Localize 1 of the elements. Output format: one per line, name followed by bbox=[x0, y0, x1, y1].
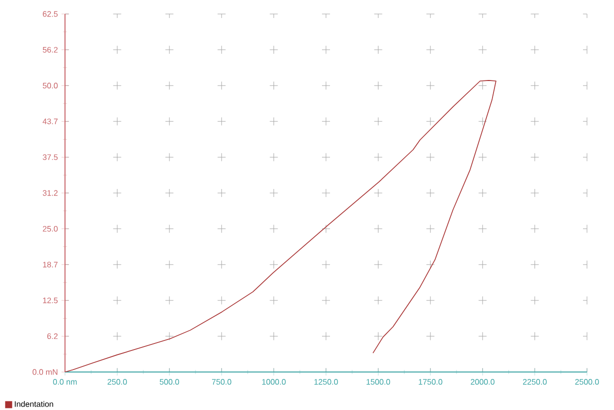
line-series bbox=[65, 80, 496, 372]
